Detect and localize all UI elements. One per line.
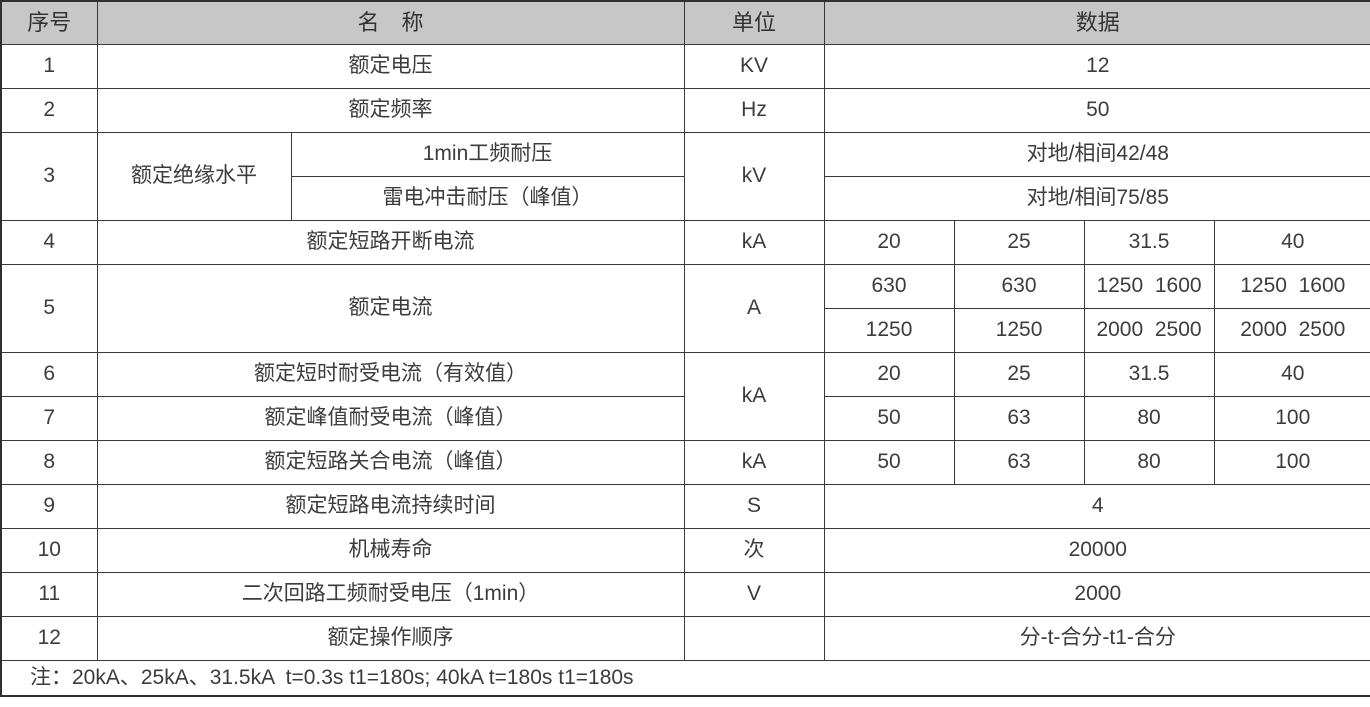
row-4-value-3: 31.5 — [1083, 219, 1215, 265]
row-3-sub-name-1: 1min工频耐压 — [290, 131, 685, 177]
row-7-no: 7 — [0, 395, 98, 441]
row-4-unit: kA — [683, 219, 825, 265]
table-row: 7 额定峰值耐受电流（峰值） 50 63 80 100 — [0, 395, 1370, 441]
table-row: 8 额定短路关合电流（峰值） kA 50 63 80 100 — [0, 439, 1370, 485]
row-4-value-1: 20 — [823, 219, 955, 265]
row-7-value-3: 80 — [1083, 395, 1215, 441]
table-row: 9 额定短路电流持续时间 S 4 — [0, 483, 1370, 529]
row-3-sub-name-2: 雷电冲击耐压（峰值） — [290, 175, 685, 221]
row-2-unit: Hz — [683, 87, 825, 133]
row-5b-value-2: 1250 — [953, 307, 1085, 353]
row-9-unit: S — [683, 483, 825, 529]
row-8-name: 额定短路关合电流（峰值） — [96, 439, 685, 485]
header-col-data: 数据 — [823, 0, 1370, 45]
table-header-row: 序号 名 称 单位 数据 — [0, 0, 1370, 45]
row-5-no: 5 — [0, 263, 98, 353]
row-8-value-1: 50 — [823, 439, 955, 485]
row-10-unit: 次 — [683, 527, 825, 573]
row-3-no: 3 — [0, 131, 98, 221]
row-5a-value-4: 1250 1600 — [1213, 263, 1370, 309]
table-row: 3 额定绝缘水平 1min工频耐压 kV 对地/相间42/48 — [0, 131, 1370, 221]
table-row: 4 额定短路开断电流 kA 20 25 31.5 40 — [0, 219, 1370, 265]
row-11-name: 二次回路工频耐受电压（1min） — [96, 571, 685, 617]
row-6-value-1: 20 — [823, 351, 955, 397]
row-4-no: 4 — [0, 219, 98, 265]
row-4-value-4: 40 — [1213, 219, 1370, 265]
table-note: 注：20kA、25kA、31.5kA t=0.3s t1=180s; 40kA … — [0, 659, 1370, 697]
table-note-row: 注：20kA、25kA、31.5kA t=0.3s t1=180s; 40kA … — [0, 659, 1370, 697]
row-6-value-3: 31.5 — [1083, 351, 1215, 397]
row-1-value: 12 — [823, 43, 1370, 89]
row-3-unit: kV — [683, 131, 825, 221]
row-7-value-2: 63 — [953, 395, 1085, 441]
row-5-unit: A — [683, 263, 825, 353]
table-row: 1 额定电压 KV 12 — [0, 43, 1370, 89]
row-5-name: 额定电流 — [96, 263, 685, 353]
row-6-value-4: 40 — [1213, 351, 1370, 397]
row-8-value-2: 63 — [953, 439, 1085, 485]
row-12-unit — [683, 615, 825, 661]
row-2-name: 额定频率 — [96, 87, 685, 133]
row-5a-value-3: 1250 1600 — [1083, 263, 1215, 309]
row-7-value-4: 100 — [1213, 395, 1370, 441]
row-10-no: 10 — [0, 527, 98, 573]
row-12-name: 额定操作顺序 — [96, 615, 685, 661]
row-4-value-2: 25 — [953, 219, 1085, 265]
row-5a-value-1: 630 — [823, 263, 955, 309]
row-3-value-2: 对地/相间75/85 — [823, 175, 1370, 221]
row-11-no: 11 — [0, 571, 98, 617]
table-row: 6 额定短时耐受电流（有效值） kA 20 25 31.5 40 — [0, 351, 1370, 441]
row-8-value-4: 100 — [1213, 439, 1370, 485]
row-3-value-1: 对地/相间42/48 — [823, 131, 1370, 177]
row-1-no: 1 — [0, 43, 98, 89]
row-12-no: 12 — [0, 615, 98, 661]
row-2-no: 2 — [0, 87, 98, 133]
row-8-no: 8 — [0, 439, 98, 485]
row-10-value: 20000 — [823, 527, 1370, 573]
row-3-name: 额定绝缘水平 — [96, 131, 292, 221]
row-9-name: 额定短路电流持续时间 — [96, 483, 685, 529]
table-row: 11 二次回路工频耐受电压（1min） V 2000 — [0, 571, 1370, 617]
header-col-index: 序号 — [0, 0, 98, 45]
table-row: 2 额定频率 Hz 50 — [0, 87, 1370, 133]
row-9-value: 4 — [823, 483, 1370, 529]
row-7-value-1: 50 — [823, 395, 955, 441]
row-1-name: 额定电压 — [96, 43, 685, 89]
row-2-value: 50 — [823, 87, 1370, 133]
row-6-name: 额定短时耐受电流（有效值） — [96, 351, 685, 397]
row-5b-value-4: 2000 2500 — [1213, 307, 1370, 353]
header-col-unit: 单位 — [683, 0, 825, 45]
row-5a-value-2: 630 — [953, 263, 1085, 309]
table-row: 雷电冲击耐压（峰值） 对地/相间75/85 — [1, 175, 1370, 221]
row-5b-value-1: 1250 — [823, 307, 955, 353]
table-row: 5 额定电流 A 630 630 1250 1600 1250 1600 — [0, 263, 1370, 353]
row-1-unit: KV — [683, 43, 825, 89]
row-6-7-unit: kA — [683, 351, 825, 441]
row-12-value: 分-t-合分-t1-合分 — [823, 615, 1370, 661]
row-6-no: 6 — [0, 351, 98, 397]
row-7-name: 额定峰值耐受电流（峰值） — [96, 395, 685, 441]
row-4-name: 额定短路开断电流 — [96, 219, 685, 265]
row-8-value-3: 80 — [1083, 439, 1215, 485]
table-row: 10 机械寿命 次 20000 — [0, 527, 1370, 573]
header-col-name: 名 称 — [96, 0, 685, 45]
row-11-unit: V — [683, 571, 825, 617]
table-row: 12 额定操作顺序 分-t-合分-t1-合分 — [0, 615, 1370, 661]
row-9-no: 9 — [0, 483, 98, 529]
row-6-value-2: 25 — [953, 351, 1085, 397]
row-11-value: 2000 — [823, 571, 1370, 617]
row-8-unit: kA — [683, 439, 825, 485]
row-10-name: 机械寿命 — [96, 527, 685, 573]
row-5b-value-3: 2000 2500 — [1083, 307, 1215, 353]
